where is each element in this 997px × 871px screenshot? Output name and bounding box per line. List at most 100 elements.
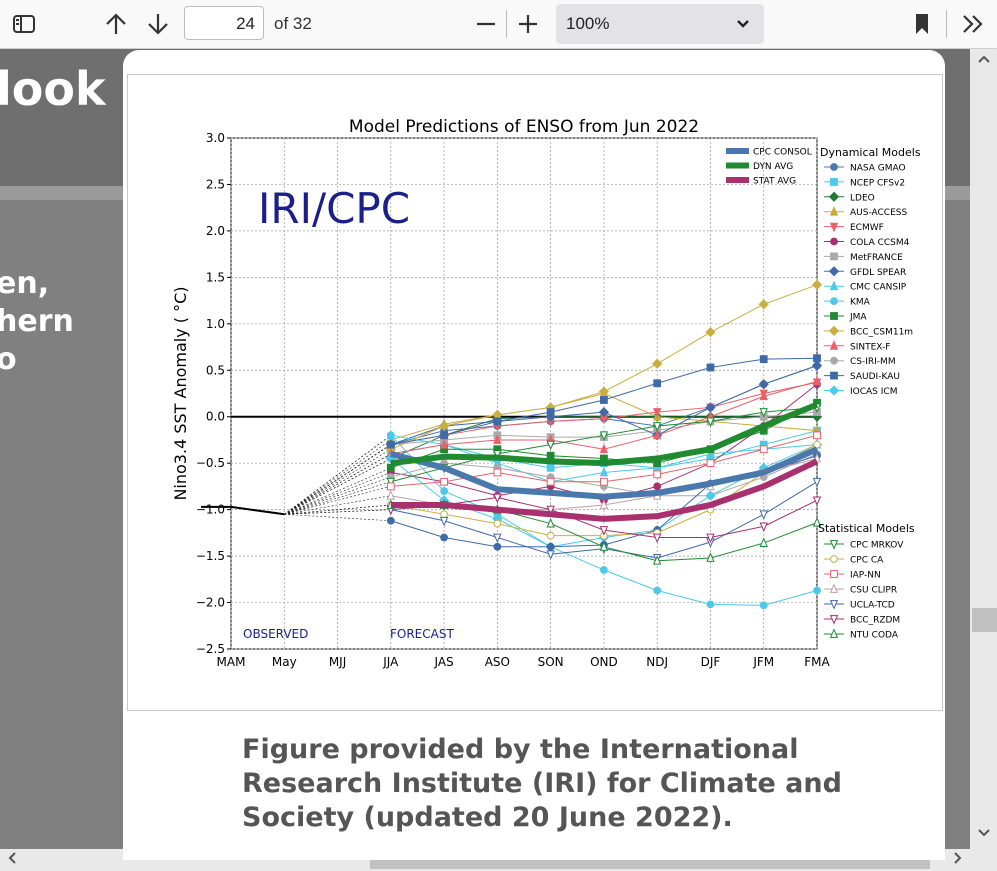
double-chevron-right-icon[interactable]	[958, 0, 988, 48]
legend-marker	[829, 540, 839, 550]
legend-marker	[828, 385, 840, 396]
connector-line	[284, 504, 391, 515]
model-data-point	[493, 417, 502, 426]
model-data-point	[600, 566, 608, 574]
page-number-input[interactable]: 24	[184, 6, 264, 40]
chevron-down-icon	[736, 4, 750, 44]
y-axis-label: Nino3.4 SST Anomaly ( °C)	[171, 286, 190, 500]
model-data-point	[546, 542, 555, 551]
connector-line	[284, 509, 391, 515]
model-data-point	[758, 379, 769, 390]
scroll-up-icon[interactable]	[970, 52, 997, 72]
bookmark-icon[interactable]	[908, 0, 936, 48]
legend-marker	[829, 583, 839, 593]
background-text-line: hern	[0, 304, 74, 339]
model-data-point	[546, 463, 555, 472]
legend-marker	[830, 570, 838, 578]
y-tick-label: 0.0	[206, 410, 225, 424]
pdf-toolbar: 24 of 32 100%	[0, 0, 997, 49]
model-data-point	[493, 468, 502, 477]
model-data-point	[440, 487, 448, 495]
legend-label: MetFRANCE	[850, 253, 903, 263]
observed-line	[201, 505, 285, 516]
model-data-point	[706, 448, 715, 458]
y-tick-label: 1.0	[206, 317, 225, 331]
x-tick-label: MAM	[217, 655, 246, 669]
model-data-point	[812, 375, 822, 386]
vertical-scrollbar[interactable]	[970, 49, 997, 849]
model-data-point	[439, 516, 449, 527]
y-tick-label: −0.5	[196, 456, 225, 470]
model-data-point	[759, 522, 768, 533]
legend-label: CPC CA	[850, 556, 884, 566]
scroll-right-icon[interactable]	[948, 849, 968, 871]
model-data-point	[706, 363, 715, 372]
y-tick-label: 3.0	[206, 131, 225, 145]
connector-line	[284, 467, 391, 515]
x-tick-label: JFM	[752, 655, 774, 669]
average-series-line	[390, 401, 819, 467]
chart-title: Model Predictions of ENSO from Jun 2022	[349, 117, 699, 137]
x-tick-label: JJA	[382, 655, 399, 669]
plus-icon[interactable]	[514, 0, 542, 48]
model-data-point	[653, 422, 662, 432]
model-data-point	[706, 552, 715, 562]
model-data-point	[812, 516, 822, 527]
scroll-down-icon[interactable]	[970, 826, 997, 846]
legend-marker	[830, 312, 838, 320]
model-data-point	[813, 354, 821, 363]
scroll-left-icon[interactable]	[2, 849, 22, 871]
legend-marker	[829, 628, 839, 638]
x-tick-label: NDJ	[646, 655, 668, 669]
legend-label: AUS-ACCESS	[850, 208, 907, 218]
y-tick-label: 0.5	[206, 363, 225, 377]
legend-marker	[830, 237, 838, 246]
sidebar-icon[interactable]	[10, 0, 38, 48]
page-count-label: of 32	[274, 14, 312, 33]
model-data-point	[599, 499, 609, 509]
model-data-point	[759, 510, 768, 520]
legend-marker	[830, 371, 838, 380]
model-data-point	[546, 550, 555, 560]
legend-marker	[829, 600, 839, 610]
arrow-up-icon[interactable]	[102, 0, 130, 48]
legend-marker	[830, 555, 838, 563]
model-data-point	[706, 417, 715, 428]
model-data-point	[546, 451, 555, 460]
legend-marker	[830, 163, 838, 171]
model-data-point	[653, 555, 662, 565]
model-data-point	[759, 390, 768, 401]
legend-label: BCC_CSM11m	[850, 327, 913, 337]
observed-label: OBSERVED	[243, 627, 308, 641]
legend-label: BCC_RZDM	[850, 616, 900, 626]
legend-label: IAP-NN	[850, 571, 881, 581]
model-data-point	[706, 459, 715, 468]
figure-image[interactable]: MAM May MJJ JJA JAS ASO SON OND NDJ DJF JFM FMA 3.0 2…	[127, 74, 943, 711]
forecast-label: FORECAST	[390, 627, 454, 641]
model-data-point	[653, 533, 662, 544]
legend-label: STAT AVG	[753, 177, 796, 187]
legend-marker	[828, 191, 840, 202]
model-data-point	[652, 358, 663, 369]
zoom-value: 100%	[566, 14, 610, 33]
zoom-select[interactable]: 100%	[556, 4, 764, 44]
legend-label: NASA GMAO	[850, 164, 906, 174]
model-data-point	[386, 490, 395, 500]
model-data-point	[598, 406, 610, 418]
x-tick-label: May	[272, 655, 297, 669]
y-tick-label: −2.5	[196, 642, 225, 656]
vertical-scroll-thumb[interactable]	[972, 608, 997, 632]
connector-line	[284, 439, 391, 515]
legend-marker	[829, 280, 839, 291]
legend-label: LDEO	[850, 193, 875, 203]
connector-line	[284, 453, 391, 515]
minus-icon[interactable]	[472, 0, 500, 48]
model-data-point	[706, 533, 715, 544]
legend-marker	[829, 340, 839, 350]
model-data-point	[546, 440, 555, 451]
average-series-line	[390, 458, 819, 522]
legend-label: NCEP CFSv2	[850, 178, 905, 188]
y-tick-label: −2.0	[196, 596, 225, 610]
legend-label: COLA CCSM4	[850, 238, 910, 248]
arrow-down-icon[interactable]	[144, 0, 172, 48]
